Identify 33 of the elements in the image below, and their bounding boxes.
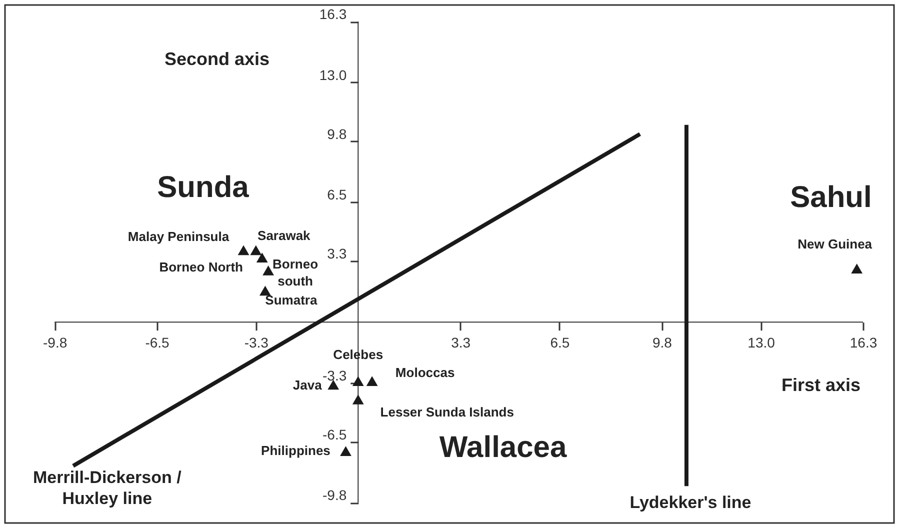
annotation: Moloccas bbox=[395, 365, 455, 380]
x-tick-label: 13.0 bbox=[748, 334, 776, 351]
annotation: Borneo south bbox=[272, 256, 318, 288]
x-tick-label: -6.5 bbox=[145, 334, 170, 351]
y-tick-label: 16.3 bbox=[319, 6, 347, 22]
annotation: Merrill-Dickerson / Huxley line bbox=[32, 468, 182, 508]
x-tick-label: 9.8 bbox=[652, 334, 672, 351]
annotation: Philippines bbox=[261, 443, 330, 458]
annotation: Sumatra bbox=[265, 292, 318, 308]
x-tick-label: 16.3 bbox=[850, 334, 878, 351]
x-tick-label: 3.3 bbox=[451, 334, 471, 351]
y-tick-label: -3.3 bbox=[322, 367, 347, 384]
x-tick-label: -9.8 bbox=[43, 334, 68, 351]
annotation: First axis bbox=[781, 375, 861, 395]
annotation: Borneo North bbox=[159, 260, 244, 275]
annotation: Sahul bbox=[790, 181, 872, 214]
annotation: Lydekker's line bbox=[630, 493, 752, 512]
y-tick-label: -6.5 bbox=[322, 426, 347, 442]
y-tick-label: 13.0 bbox=[319, 66, 347, 83]
y-tick-label: -9.8 bbox=[322, 487, 347, 504]
annotation: Malay Peninsula bbox=[128, 229, 230, 244]
annotation: Sarawak bbox=[258, 228, 312, 244]
y-tick-label: 6.5 bbox=[327, 186, 347, 203]
annotation: Wallacea bbox=[439, 431, 567, 464]
y-tick-label: 9.8 bbox=[327, 126, 347, 142]
annotation: Java bbox=[292, 378, 323, 393]
annotation: New Guinea bbox=[798, 236, 873, 252]
annotation: Second axis bbox=[164, 49, 270, 69]
annotation: Sunda bbox=[157, 171, 250, 204]
x-tick-label: 6.5 bbox=[550, 334, 570, 351]
annotation: Lesser Sunda Islands bbox=[380, 404, 514, 420]
x-tick-label: -3.3 bbox=[244, 334, 269, 351]
y-tick-label: 3.3 bbox=[327, 246, 347, 262]
